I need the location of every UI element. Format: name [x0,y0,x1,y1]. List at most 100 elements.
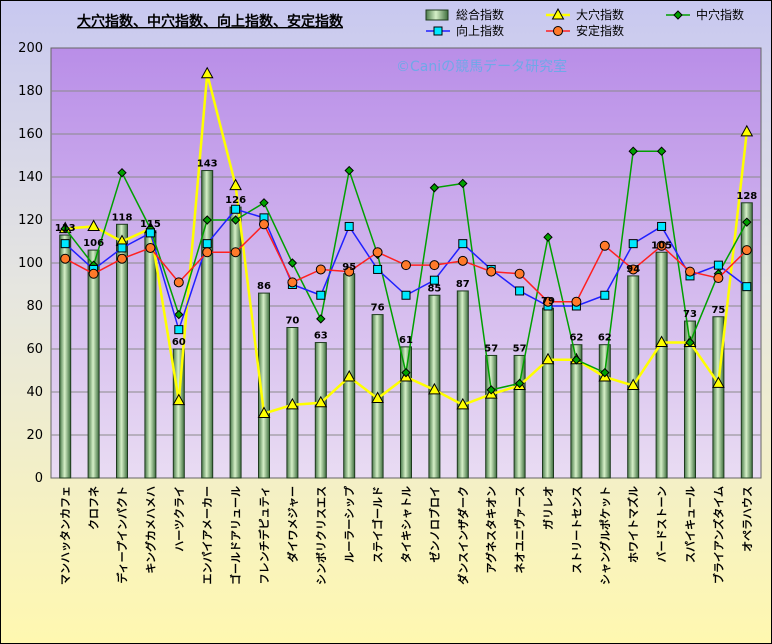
line-marker [712,376,725,388]
line-marker [713,260,723,270]
line-marker [600,290,610,300]
bar-value-label: 87 [456,279,470,290]
line-marker [543,232,553,242]
line-marker [600,367,610,378]
line-marker [656,146,667,156]
bar-value-label: 86 [257,281,271,292]
line-marker [657,221,667,231]
x-tick-label: シャングルポケット [598,486,612,585]
grid-lines [51,90,761,436]
line-marker [551,7,565,20]
x-tick-label: マンハッタンカフェ [59,486,72,585]
legend-item: 安定指数 [546,23,624,38]
line-marker [145,228,155,238]
bar [258,292,270,479]
x-tick-label: ガリレオ [541,486,555,530]
x-tick-label: ルーラーシップ [342,485,356,563]
y-tick-label: 140 [18,170,43,185]
bar [201,170,214,479]
line-marker [60,223,70,234]
x-tick-label: クロフネ [88,486,101,530]
legend-label: 中穴指数 [696,7,744,22]
line-marker [229,178,242,191]
x-tick-label: キングカメハメハ [143,486,157,574]
line-marker [458,239,468,249]
line-marker [742,282,752,292]
line-marker [286,397,299,410]
x-tick-label: ゴールドアリュール [229,486,243,585]
line-marker [740,124,754,137]
line-marker [174,325,184,335]
line-marker [287,277,298,288]
line-marker [231,204,241,214]
y-tick-label: 160 [18,127,43,142]
bar [485,354,498,479]
line-marker [514,268,525,279]
bar-value-label: 115 [140,219,161,230]
line-marker [259,219,269,230]
bar-value-label: 113 [55,223,76,234]
line-marker [428,382,441,395]
line-marker [541,352,555,365]
line-marker [571,296,582,307]
line-marker [88,268,99,279]
line-marker [344,165,354,176]
line-marker [685,266,695,277]
legend-item: 向上指数 [426,23,504,38]
line-marker [172,393,186,406]
y-tick-label: 20 [26,428,43,443]
chart-title: 大穴指数、中穴指数、向上指数、安定指数 [77,13,344,30]
line-series-group [58,66,754,418]
legend-item: 中穴指数 [666,7,744,22]
bar-value-label: 62 [598,333,612,344]
line-marker [373,264,383,274]
line-marker [117,253,127,264]
x-tick-label: ストリートセンス [570,486,583,574]
y-tick-label: 180 [18,84,43,99]
x-tick-label: ハーツクライ [173,486,186,552]
line-marker [316,290,326,300]
line-marker [200,66,214,79]
y-tick-label: 60 [26,342,43,357]
legend-label: 向上指数 [456,23,504,38]
x-tick-label: ダンスインザダーク [456,486,470,585]
y-tick-label: 40 [26,385,43,400]
line-marker [515,286,525,296]
line-marker [372,247,383,258]
legend-swatch [425,9,449,21]
bar [400,346,412,479]
x-tick-label: ステイゴールド [371,486,385,563]
x-tick-label: スパイキュール [684,486,697,563]
line-marker [174,309,184,320]
bar [59,234,72,479]
x-tick-label: シンボリクリスエス [314,486,328,585]
bar-value-label: 79 [541,296,555,307]
line-marker [457,255,468,266]
line-marker [117,243,127,253]
line-marker [433,26,443,36]
x-tick-label: エンパイアメーカー [201,486,214,584]
line-marker [173,277,184,288]
line-marker [673,10,683,20]
line-marker [628,239,638,249]
line-marker [685,337,695,348]
bar-value-label: 62 [569,333,583,344]
bar [314,342,327,479]
x-tick-label: ホワイトマズル [626,486,640,563]
line-marker [741,245,752,256]
line-marker [60,253,71,264]
line-series [60,219,752,307]
bar [542,307,554,479]
line-marker [599,240,610,251]
line-marker [514,378,525,389]
bar [456,290,469,479]
x-tick-label: ダイワメジャー [285,486,299,562]
legend-label: 安定指数 [576,23,624,38]
line-marker [628,264,639,275]
x-tick-label: オペラハウス [741,486,754,552]
line-marker [344,266,355,277]
line-marker [713,273,724,284]
